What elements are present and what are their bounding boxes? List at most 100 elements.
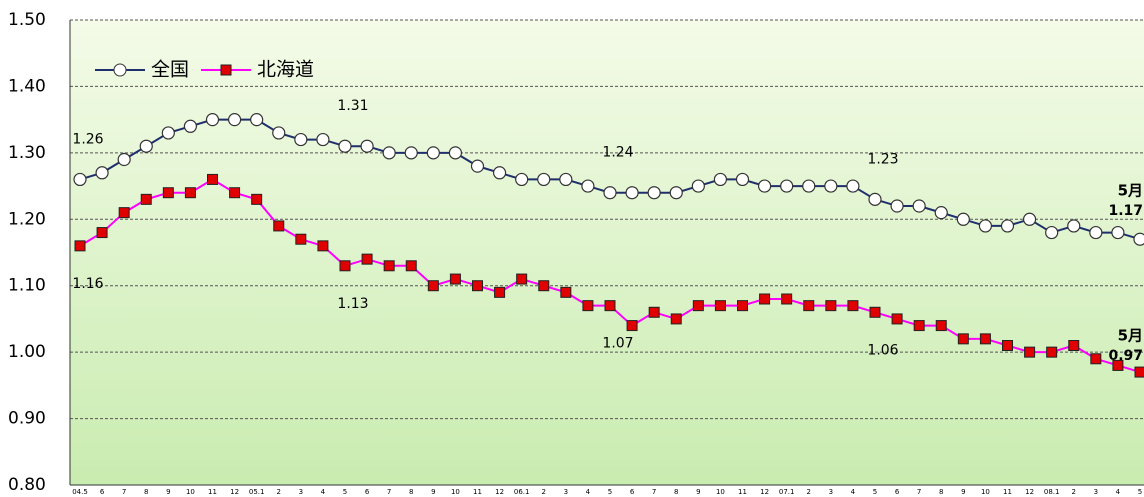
point bbox=[868, 192, 882, 206]
point bbox=[140, 193, 152, 205]
y-tick-label: 0.80 bbox=[8, 475, 46, 495]
x-tick-label: 11 bbox=[1003, 488, 1012, 496]
x-tick-label: 7 bbox=[652, 488, 656, 496]
point bbox=[1045, 225, 1059, 240]
point bbox=[714, 300, 726, 312]
value-label: 1.06 bbox=[867, 342, 898, 358]
x-tick-label: 12 bbox=[230, 488, 239, 496]
x-tick-label: 11 bbox=[208, 488, 217, 496]
x-tick-label: 11 bbox=[473, 488, 482, 496]
x-tick-label: 07.1 bbox=[779, 488, 795, 496]
x-tick-label: 4 bbox=[586, 488, 591, 496]
point bbox=[1000, 219, 1015, 233]
point bbox=[207, 173, 218, 185]
point bbox=[759, 293, 771, 305]
value-label: 1.17 bbox=[1108, 203, 1143, 219]
x-tick-label: 3 bbox=[829, 488, 833, 496]
point bbox=[913, 320, 925, 332]
value-label: 1.07 bbox=[602, 336, 633, 352]
point bbox=[1068, 340, 1080, 351]
value-label: 1.23 bbox=[867, 151, 898, 167]
point bbox=[537, 172, 551, 187]
x-tick-label: 4 bbox=[321, 488, 326, 496]
point bbox=[360, 139, 374, 153]
y-tick-label: 1.50 bbox=[8, 10, 46, 30]
x-tick-label: 12 bbox=[1025, 488, 1034, 496]
x-tick-label: 9 bbox=[696, 488, 700, 496]
point bbox=[1067, 219, 1081, 233]
point bbox=[339, 260, 351, 272]
x-tick-label: 7 bbox=[387, 488, 391, 496]
point bbox=[405, 260, 417, 272]
point bbox=[847, 300, 859, 312]
point bbox=[1089, 225, 1103, 240]
x-tick-label: 4 bbox=[851, 488, 856, 496]
x-tick-label: 8 bbox=[674, 488, 678, 496]
point bbox=[713, 172, 728, 187]
y-tick-label: 1.30 bbox=[8, 143, 46, 163]
point bbox=[295, 233, 307, 245]
legend-marker bbox=[113, 63, 127, 77]
x-tick-label: 9 bbox=[961, 488, 965, 496]
point bbox=[205, 113, 220, 127]
annotation: 5月 bbox=[1118, 327, 1143, 345]
x-tick-label: 2 bbox=[1072, 488, 1076, 496]
x-tick-label: 5 bbox=[608, 488, 612, 496]
x-tick-label: 9 bbox=[166, 488, 170, 496]
point bbox=[934, 206, 948, 220]
point bbox=[361, 253, 373, 265]
x-tick-label: 12 bbox=[760, 488, 769, 496]
x-tick-label: 4 bbox=[1116, 488, 1121, 496]
point bbox=[161, 126, 175, 140]
x-tick-label: 05.1 bbox=[249, 488, 265, 496]
legend-marker bbox=[220, 64, 232, 76]
point bbox=[648, 306, 660, 318]
point bbox=[625, 186, 639, 200]
point bbox=[582, 300, 594, 312]
x-tick-label: 5 bbox=[1138, 488, 1142, 496]
value-label: 1.31 bbox=[337, 98, 368, 114]
point bbox=[184, 187, 196, 199]
point bbox=[139, 139, 153, 153]
x-tick-label: 3 bbox=[299, 488, 303, 496]
point bbox=[735, 172, 750, 187]
x-tick-label: 2 bbox=[807, 488, 811, 496]
point bbox=[957, 333, 969, 345]
legend-label: 北海道 bbox=[257, 59, 314, 81]
y-tick-label: 1.00 bbox=[8, 342, 46, 362]
x-tick-label: 8 bbox=[409, 488, 413, 496]
x-tick-label: 12 bbox=[495, 488, 504, 496]
value-label: 1.13 bbox=[337, 296, 368, 312]
x-tick-label: 7 bbox=[917, 488, 921, 496]
point bbox=[118, 207, 130, 219]
annotation: 5月 bbox=[1118, 182, 1143, 200]
point bbox=[250, 113, 264, 127]
point bbox=[603, 186, 617, 200]
point bbox=[317, 240, 329, 252]
x-tick-label: 04.5 bbox=[72, 488, 88, 496]
point bbox=[560, 286, 572, 298]
x-tick-label: 6 bbox=[630, 488, 635, 496]
point bbox=[251, 193, 263, 205]
point bbox=[515, 172, 529, 187]
x-tick-label: 11 bbox=[738, 488, 747, 496]
point bbox=[492, 166, 507, 180]
point bbox=[956, 212, 970, 226]
x-tick-label: 6 bbox=[895, 488, 900, 496]
point bbox=[559, 172, 573, 187]
point bbox=[162, 187, 174, 199]
point bbox=[494, 286, 506, 298]
value-label: 1.16 bbox=[72, 276, 103, 292]
y-tick-label: 0.90 bbox=[8, 409, 46, 429]
point bbox=[737, 300, 748, 312]
point bbox=[626, 320, 638, 332]
point bbox=[670, 313, 682, 325]
plot-area bbox=[70, 20, 1144, 485]
point bbox=[404, 146, 418, 160]
point bbox=[448, 146, 463, 160]
x-tick-label: 8 bbox=[939, 488, 943, 496]
point bbox=[691, 179, 705, 193]
point bbox=[229, 187, 241, 199]
point bbox=[73, 172, 87, 187]
